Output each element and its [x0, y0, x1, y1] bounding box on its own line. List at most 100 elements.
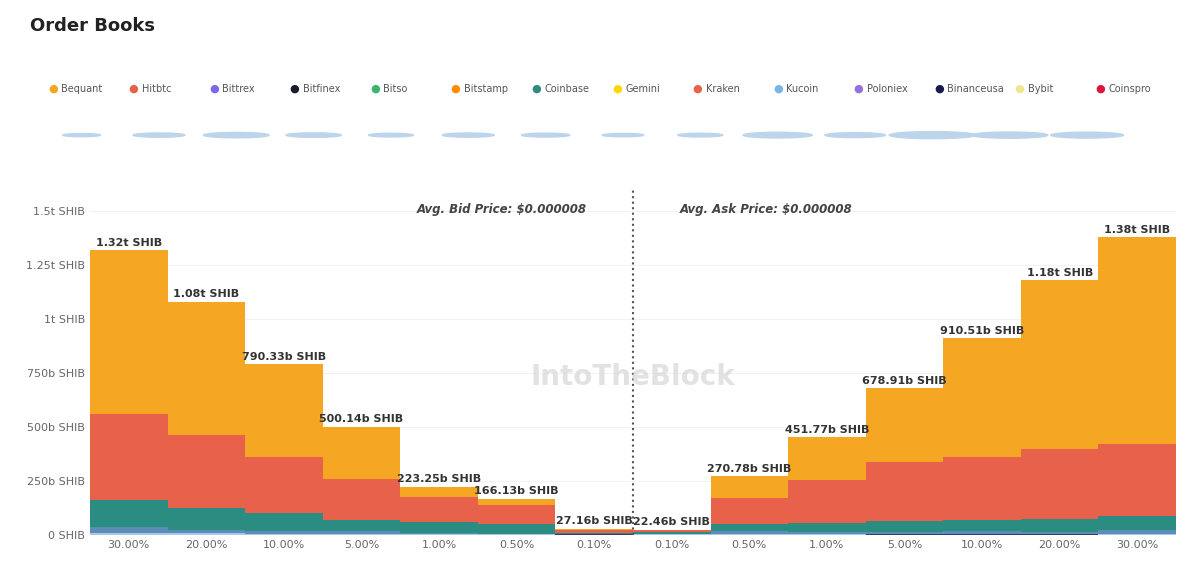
Text: Coinbase: Coinbase [545, 84, 589, 94]
Text: Bitstamp: Bitstamp [464, 84, 508, 94]
Bar [943, 339, 1021, 457]
Text: ●: ● [1096, 84, 1105, 94]
Bar [556, 530, 634, 533]
Text: 678.91b SHIB: 678.91b SHIB [862, 376, 947, 386]
Bar [323, 427, 401, 478]
Bar [943, 534, 1021, 535]
Ellipse shape [972, 132, 1048, 138]
Bar [168, 534, 245, 535]
Bar [943, 520, 1021, 531]
Bar [1098, 530, 1176, 534]
Ellipse shape [62, 133, 101, 137]
Bar [865, 532, 943, 534]
Text: 223.25b SHIB: 223.25b SHIB [397, 474, 481, 484]
Bar [401, 534, 478, 535]
Text: Avg. Bid Price: $0.000008: Avg. Bid Price: $0.000008 [416, 203, 587, 216]
Ellipse shape [824, 133, 886, 137]
Text: ●: ● [128, 84, 138, 94]
Bar [478, 505, 556, 524]
Bar [478, 499, 556, 505]
Text: 166.13b SHIB: 166.13b SHIB [474, 486, 559, 496]
Text: 500.14b SHIB: 500.14b SHIB [319, 415, 403, 424]
Ellipse shape [889, 132, 976, 139]
Bar [168, 508, 245, 530]
Bar [90, 500, 168, 527]
Bar [245, 534, 323, 535]
Ellipse shape [678, 133, 722, 137]
Ellipse shape [286, 133, 341, 137]
Text: Gemini: Gemini [625, 84, 660, 94]
Text: Kraken: Kraken [706, 84, 739, 94]
Bar [90, 414, 168, 500]
Text: ●: ● [1015, 84, 1025, 94]
Bar [90, 250, 168, 414]
Text: Kucoin: Kucoin [786, 84, 818, 94]
Bar [943, 457, 1021, 520]
Bar [556, 529, 634, 530]
Bar [1021, 531, 1098, 534]
Bar [1098, 516, 1176, 530]
Text: ●: ● [48, 84, 58, 94]
Bar [401, 532, 478, 534]
Text: ●: ● [692, 84, 702, 94]
Bar [168, 530, 245, 533]
Ellipse shape [204, 132, 269, 138]
Ellipse shape [602, 133, 643, 137]
Bar [788, 481, 865, 523]
Text: ●: ● [773, 84, 782, 94]
Bar [788, 531, 865, 534]
Text: Coinspro: Coinspro [1109, 84, 1151, 94]
Bar [1021, 280, 1098, 448]
Text: Binanceusa: Binanceusa [948, 84, 1004, 94]
Bar [323, 478, 401, 520]
Bar [788, 523, 865, 531]
Text: Hitbtc: Hitbtc [142, 84, 172, 94]
Text: ●: ● [371, 84, 380, 94]
Text: ●: ● [532, 84, 541, 94]
Ellipse shape [443, 133, 494, 137]
Bar [865, 534, 943, 535]
Text: Order Books: Order Books [30, 17, 155, 35]
Text: 1.32t SHIB: 1.32t SHIB [96, 237, 162, 248]
Text: ●: ● [209, 84, 218, 94]
Text: 1.18t SHIB: 1.18t SHIB [1026, 268, 1093, 278]
Bar [90, 527, 168, 532]
Text: 270.78b SHIB: 270.78b SHIB [707, 464, 792, 474]
Bar [865, 462, 943, 521]
Text: Bitfinex: Bitfinex [302, 84, 341, 94]
Bar [401, 522, 478, 532]
Bar [168, 302, 245, 435]
Bar [556, 533, 634, 534]
Ellipse shape [522, 133, 570, 137]
Bar [401, 486, 478, 497]
Text: IntoTheBlock: IntoTheBlock [530, 363, 736, 392]
Bar [1021, 448, 1098, 519]
Text: 27.16b SHIB: 27.16b SHIB [556, 516, 632, 526]
Bar [710, 524, 788, 531]
Text: 451.77b SHIB: 451.77b SHIB [785, 425, 869, 435]
Ellipse shape [743, 132, 812, 138]
Ellipse shape [368, 133, 414, 137]
Bar [1021, 519, 1098, 531]
Bar [710, 534, 788, 535]
Text: 22.46b SHIB: 22.46b SHIB [634, 518, 710, 527]
Text: ●: ● [935, 84, 944, 94]
Bar [634, 530, 710, 532]
Text: ●: ● [289, 84, 300, 94]
Bar [1021, 534, 1098, 535]
Bar [401, 497, 478, 522]
Text: 1.38t SHIB: 1.38t SHIB [1104, 225, 1170, 235]
Bar [1098, 237, 1176, 444]
Text: Bitso: Bitso [384, 84, 408, 94]
Text: ●: ● [853, 84, 864, 94]
Bar [865, 388, 943, 462]
Bar [245, 365, 323, 457]
Bar [323, 520, 401, 531]
Bar [710, 531, 788, 534]
Text: 790.33b SHIB: 790.33b SHIB [242, 352, 326, 362]
Bar [788, 438, 865, 481]
Text: 1.08t SHIB: 1.08t SHIB [173, 289, 240, 299]
Bar [943, 531, 1021, 534]
Text: Bequant: Bequant [61, 84, 102, 94]
Bar [478, 524, 556, 534]
